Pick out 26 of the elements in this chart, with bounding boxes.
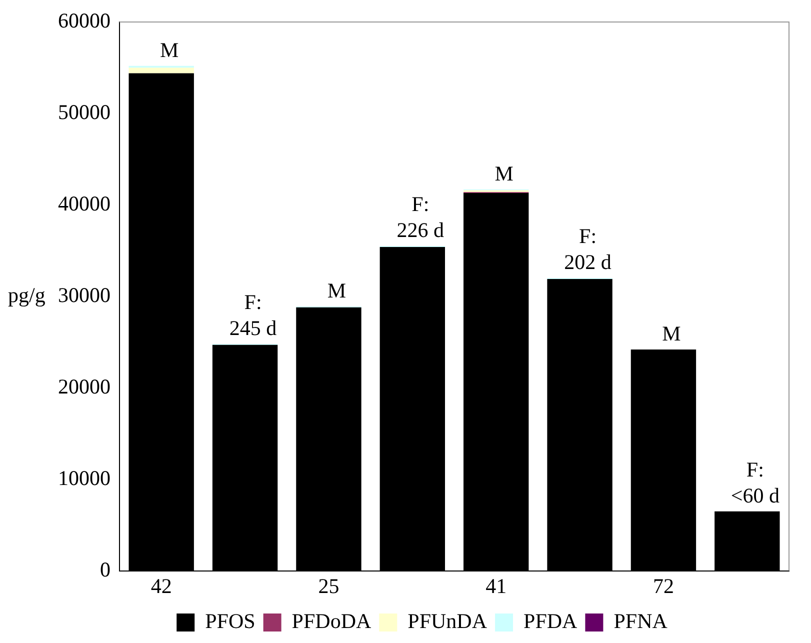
annotation: F: 226 d [396,192,445,242]
annotation: M [327,278,346,302]
annotation: M [160,38,179,62]
annotation: M [662,321,682,346]
legend-label: PFNA [614,609,668,634]
annotation: F: <60 d [730,457,780,508]
y-tick-label: 10000 [58,466,110,490]
x-tick-label: 25 [318,574,340,598]
y-tick-label: 40000 [58,191,110,216]
annotation: M [494,161,514,186]
x-tick-label: 42 [150,574,172,598]
annotation: F: 202 d [564,224,612,274]
y-tick-label: 30000 [58,282,110,307]
legend-label: PFOS [205,609,256,634]
y-tick-label: 0 [100,557,110,582]
legend-label: PFDoDA [292,609,372,634]
y-tick-label: 50000 [58,100,110,124]
legend-label: PFUnDA [408,609,488,634]
x-tick-label: 72 [652,574,674,598]
bar [128,68,194,74]
annotation: F: 245 d [229,290,278,340]
y-tick-label: 20000 [58,374,110,398]
y-tick-label: 60000 [58,8,110,33]
x-tick-label: 41 [486,574,507,598]
legend-label: PFDA [524,609,578,634]
y-axis-title: pg/g [8,282,46,307]
